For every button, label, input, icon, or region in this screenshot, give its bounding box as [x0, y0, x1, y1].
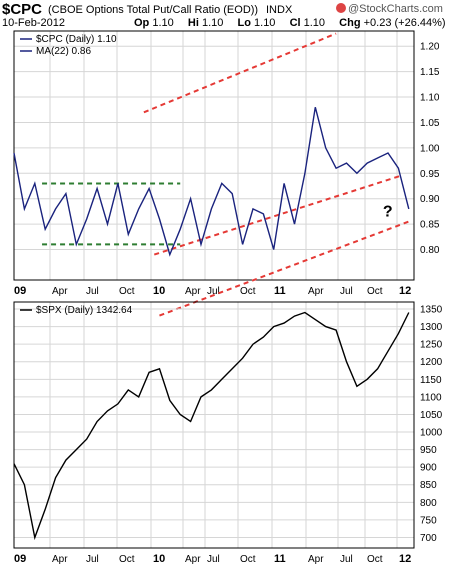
x-tick-label: Oct — [240, 286, 256, 297]
y-tick-label: 1150 — [420, 375, 442, 386]
x-tick-label: 11 — [274, 285, 286, 297]
low-value: 1.10 — [254, 17, 276, 29]
y-tick-label: 1050 — [420, 410, 443, 421]
y-tick-label: 1.15 — [420, 67, 440, 78]
x-tick-label: 09 — [14, 553, 26, 565]
x-tick-label: Apr — [185, 554, 201, 565]
y-tick-label: 0.90 — [420, 194, 440, 205]
y-tick-label: 700 — [420, 533, 437, 544]
x-tick-label: Oct — [367, 286, 383, 297]
legend-label: MA(22) 0.86 — [36, 46, 91, 57]
x-tick-label: Oct — [119, 286, 135, 297]
y-tick-label: 1.20 — [420, 42, 440, 53]
high-value: 1.10 — [201, 17, 224, 29]
y-tick-label: 1250 — [420, 340, 443, 351]
y-tick-label: 1300 — [420, 322, 443, 333]
x-tick-label: Apr — [308, 286, 324, 297]
x-tick-label: Oct — [367, 554, 383, 565]
y-tick-label: 0.95 — [420, 169, 440, 180]
change-label: Chg — [339, 17, 361, 29]
symbol-name: (CBOE Options Total Put/Call Ratio (EOD)… — [48, 4, 259, 16]
exchange: INDX — [266, 4, 293, 16]
plot-frame — [13, 301, 415, 549]
high-label: Hi — [187, 17, 199, 29]
y-tick-label: 1200 — [420, 357, 443, 368]
x-tick-label: 10 — [153, 553, 165, 565]
x-tick-label: Apr — [308, 554, 324, 565]
y-tick-label: 0.80 — [420, 245, 440, 256]
annotation-question-mark: ? — [383, 203, 393, 220]
close-label: Cl — [289, 17, 301, 29]
quote-date: 10-Feb-2012 — [2, 17, 65, 29]
x-tick-label: Jul — [207, 554, 220, 565]
y-tick-label: 0.85 — [420, 220, 440, 231]
y-tick-label: 1.10 — [420, 93, 440, 104]
quote-values: Op 1.10 Hi 1.10 Lo 1.10 Cl 1.10 Chg +0.2… — [134, 17, 446, 29]
watermark-text: @StockCharts.com — [348, 3, 443, 15]
series-line — [13, 311, 410, 541]
y-tick-label: 850 — [420, 480, 437, 491]
y-tick-label: 800 — [420, 498, 437, 509]
trendline-channel-upper — [143, 32, 337, 114]
y-tick-label: 1.05 — [420, 118, 440, 129]
symbol: $CPC — [2, 1, 43, 18]
low-label: Lo — [237, 17, 251, 29]
x-tick-label: 09 — [14, 285, 26, 297]
chart-header: $CPC (CBOE Options Total Put/Call Ratio … — [0, 0, 450, 30]
x-tick-label: Jul — [340, 554, 353, 565]
y-tick-label: 1350 — [420, 305, 443, 316]
x-tick-label: Jul — [86, 286, 99, 297]
x-tick-label: Apr — [185, 286, 201, 297]
x-tick-label: Oct — [240, 554, 256, 565]
open-label: Op — [134, 17, 150, 29]
x-tick-label: 11 — [274, 553, 286, 565]
x-tick-label: Oct — [119, 554, 135, 565]
x-tick-label: 12 — [399, 285, 411, 297]
x-tick-label: Apr — [52, 554, 68, 565]
open-value: 1.10 — [152, 17, 174, 29]
y-tick-label: 750 — [420, 515, 437, 526]
x-tick-label: Apr — [52, 286, 68, 297]
x-tick-label: Jul — [86, 554, 99, 565]
y-tick-label: 1000 — [420, 428, 443, 439]
stockcharts-logo-icon — [336, 3, 346, 13]
x-tick-label: Jul — [340, 286, 353, 297]
change-value: +0.23 (+26.44%) — [363, 17, 446, 29]
x-tick-label: Jul — [207, 286, 220, 297]
series-line — [13, 107, 410, 257]
legend-label: $CPC (Daily) 1.10 — [36, 34, 117, 45]
y-tick-label: 1.00 — [420, 143, 440, 154]
trendline-channel-lower — [159, 220, 410, 317]
close-value: 1.10 — [303, 17, 326, 29]
y-tick-label: 950 — [420, 445, 437, 456]
watermark: @StockCharts.com — [336, 3, 443, 15]
y-tick-label: 900 — [420, 463, 437, 474]
trendline-channel-mid — [153, 174, 401, 256]
y-tick-label: 1100 — [420, 392, 442, 403]
x-tick-label: 12 — [399, 553, 411, 565]
legend-label: $SPX (Daily) 1342.64 — [36, 305, 133, 316]
x-tick-label: 10 — [153, 285, 165, 297]
